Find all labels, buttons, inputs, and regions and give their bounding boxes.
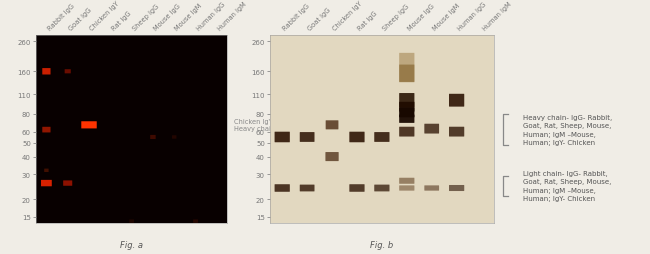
Text: Rabbit IgG: Rabbit IgG [46, 3, 75, 32]
FancyBboxPatch shape [81, 122, 97, 129]
Text: Heavy chain- IgG- Rabbit,
Goat, Rat, Sheep, Mouse,
Human; IgM –Mouse,
Human; IgY: Heavy chain- IgG- Rabbit, Goat, Rat, She… [523, 115, 612, 146]
Text: Chicken IgY: Chicken IgY [332, 0, 364, 32]
Text: Human IgM: Human IgM [482, 1, 512, 32]
FancyBboxPatch shape [349, 184, 365, 192]
FancyBboxPatch shape [449, 127, 464, 137]
Text: Human IgG: Human IgG [196, 1, 226, 32]
FancyBboxPatch shape [129, 220, 134, 223]
Text: Light chain- IgG- Rabbit,
Goat, Rat, Sheep, Mouse,
Human; IgM –Mouse,
Human; IgY: Light chain- IgG- Rabbit, Goat, Rat, She… [523, 170, 612, 201]
FancyBboxPatch shape [399, 108, 415, 118]
FancyBboxPatch shape [172, 136, 176, 139]
FancyBboxPatch shape [399, 178, 415, 184]
FancyBboxPatch shape [326, 152, 339, 162]
Text: Human IgM: Human IgM [217, 1, 248, 32]
FancyBboxPatch shape [274, 132, 290, 143]
FancyBboxPatch shape [300, 133, 315, 142]
FancyBboxPatch shape [449, 185, 464, 191]
FancyBboxPatch shape [399, 54, 415, 83]
FancyBboxPatch shape [449, 94, 464, 107]
FancyBboxPatch shape [42, 69, 51, 75]
FancyBboxPatch shape [374, 133, 389, 142]
FancyBboxPatch shape [42, 127, 51, 133]
FancyBboxPatch shape [374, 185, 389, 192]
FancyBboxPatch shape [44, 169, 49, 172]
FancyBboxPatch shape [399, 102, 415, 112]
FancyBboxPatch shape [424, 186, 439, 191]
FancyBboxPatch shape [424, 124, 439, 134]
FancyBboxPatch shape [63, 181, 72, 186]
Text: Mouse IgM: Mouse IgM [174, 3, 203, 32]
Text: Mouse IgM: Mouse IgM [432, 3, 461, 32]
FancyBboxPatch shape [326, 121, 339, 130]
FancyBboxPatch shape [399, 65, 415, 83]
Text: Fig. b: Fig. b [370, 241, 393, 249]
FancyBboxPatch shape [274, 184, 290, 192]
Text: Rat IgG: Rat IgG [111, 10, 132, 32]
Text: Rat IgG: Rat IgG [357, 10, 378, 32]
FancyBboxPatch shape [64, 70, 71, 74]
Text: Rabbit IgG: Rabbit IgG [282, 3, 311, 32]
Text: Sheep IgG: Sheep IgG [382, 4, 410, 32]
FancyBboxPatch shape [399, 127, 415, 137]
Text: Mouse IgG: Mouse IgG [407, 3, 436, 32]
Text: Chicken IgY: Chicken IgY [89, 0, 121, 32]
FancyBboxPatch shape [349, 132, 365, 143]
FancyBboxPatch shape [399, 115, 415, 123]
Text: Chicken IgY
Heavy chain: Chicken IgY Heavy chain [235, 119, 276, 132]
Text: Human IgG: Human IgG [456, 1, 488, 32]
Text: Mouse IgG: Mouse IgG [153, 3, 182, 32]
FancyBboxPatch shape [150, 135, 155, 139]
Text: Goat IgG: Goat IgG [68, 7, 93, 32]
FancyBboxPatch shape [300, 185, 315, 192]
FancyBboxPatch shape [399, 186, 415, 191]
FancyBboxPatch shape [41, 180, 52, 186]
Text: Fig. a: Fig. a [120, 241, 143, 249]
FancyBboxPatch shape [193, 220, 198, 223]
FancyBboxPatch shape [399, 94, 415, 108]
Text: Goat IgG: Goat IgG [307, 7, 332, 32]
Text: Sheep IgG: Sheep IgG [131, 4, 160, 32]
